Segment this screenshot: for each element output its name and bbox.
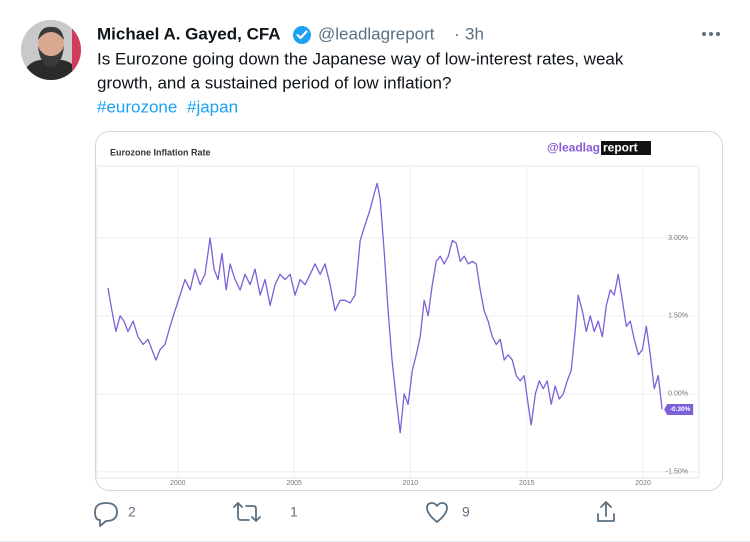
y-tick-label: 3.00% (668, 235, 688, 242)
reply-button[interactable]: 2 (94, 502, 136, 527)
x-tick-label: 2020 (635, 480, 651, 487)
x-tick-label: 2000 (170, 480, 186, 487)
more-menu[interactable] (702, 32, 720, 36)
x-tick-label: 2005 (286, 480, 302, 487)
like-count: 9 (462, 504, 470, 520)
retweet-count: 1 (290, 504, 298, 520)
chart: Eurozone Inflation Rate @leadlag report … (96, 141, 700, 487)
like-button[interactable]: 9 (426, 502, 470, 523)
y-tick-label: 1.50% (668, 313, 688, 320)
x-tick-label: 2010 (403, 480, 419, 487)
data-line (107, 182, 663, 434)
logo-suffix: report (603, 141, 638, 155)
timestamp[interactable]: 3h (465, 24, 484, 43)
user-handle[interactable]: @leadlagreport (318, 24, 435, 43)
x-tick-label: 2015 (519, 480, 535, 487)
hashtag[interactable]: #eurozone (97, 97, 177, 116)
retweet-button[interactable]: 1 (233, 502, 298, 522)
reply-count: 2 (128, 504, 136, 520)
y-tick-label: 0.00% (668, 391, 688, 398)
logo-prefix: @leadlag (547, 141, 600, 155)
user-name[interactable]: Michael A. Gayed, CFA (97, 24, 281, 43)
chart-title: Eurozone Inflation Rate (110, 147, 211, 157)
y-tick-label: -1.50% (666, 469, 688, 476)
tweet-text-line: Is Eurozone going down the Japanese way … (97, 49, 624, 68)
avatar[interactable] (20, 20, 82, 82)
value-callout-label: -0.30% (670, 406, 691, 413)
value-callout (664, 403, 694, 415)
plot-frame (96, 165, 700, 479)
verified-badge (293, 26, 311, 44)
separator: · (454, 24, 460, 43)
share-button[interactable] (597, 501, 615, 522)
hashtag[interactable]: #japan (187, 97, 238, 116)
tweet-text-line: growth, and a sustained period of low in… (97, 73, 451, 92)
media-card[interactable] (95, 131, 723, 491)
chart-logo: @leadlag report (547, 141, 651, 155)
